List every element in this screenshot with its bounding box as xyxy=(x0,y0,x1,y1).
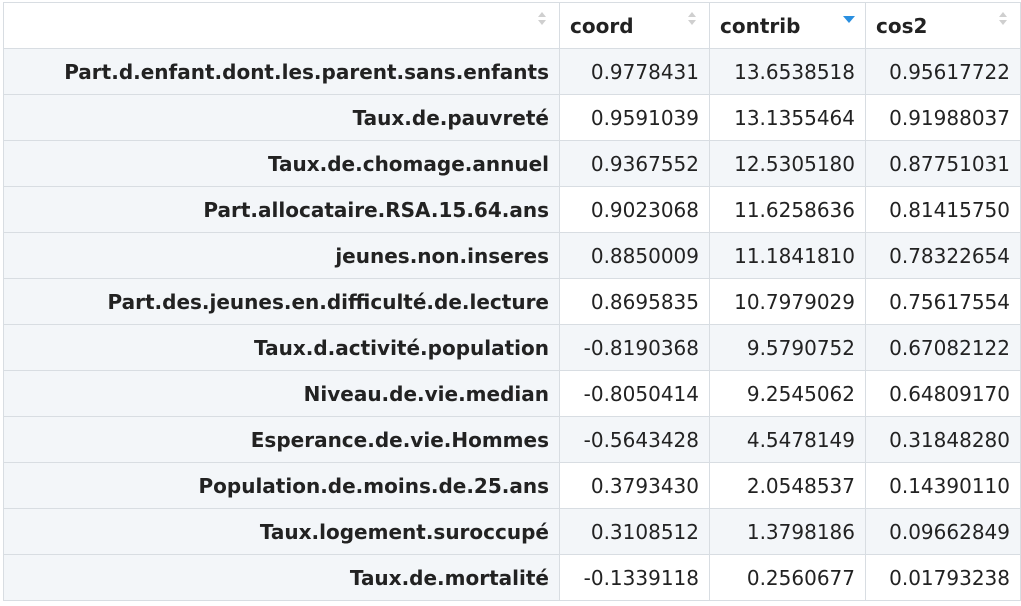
table-row: Taux.de.pauvreté 0.9591039 13.1355464 0.919… xyxy=(3,94,1021,141)
coord-cell: 0.3793430 xyxy=(559,462,710,509)
row-name-cell: Taux.de.mortalité xyxy=(3,554,560,601)
table-row: Population.de.moins.de.25.ans 0.3793430 2.… xyxy=(3,462,1021,509)
contrib-cell: 1.3798186 xyxy=(709,508,866,555)
contrib-cell: 10.7979029 xyxy=(709,278,866,325)
data-table: coord contrib cos2 Part.d.enfant.dont.le… xyxy=(3,2,1021,601)
contrib-cell: 2.0548537 xyxy=(709,462,866,509)
contrib-cell: 11.1841810 xyxy=(709,232,866,279)
coord-cell: 0.9023068 xyxy=(559,186,710,233)
cos2-cell: 0.75617554 xyxy=(865,278,1021,325)
contrib-cell: 4.5478149 xyxy=(709,416,866,463)
cos2-cell: 0.64809170 xyxy=(865,370,1021,417)
contrib-cell: 0.2560677 xyxy=(709,554,866,601)
row-name-cell: Population.de.moins.de.25.ans xyxy=(3,462,560,509)
table-row: Taux.de.chomage.annuel 0.9367552 12.530518… xyxy=(3,140,1021,187)
table-row: Niveau.de.vie.median -0.8050414 9.2545062 0… xyxy=(3,370,1021,417)
coord-cell: 0.8850009 xyxy=(559,232,710,279)
row-name-cell: Esperance.de.vie.Hommes xyxy=(3,416,560,463)
cos2-cell: 0.14390110 xyxy=(865,462,1021,509)
coord-cell: 0.8695835 xyxy=(559,278,710,325)
cos2-cell: 0.67082122 xyxy=(865,324,1021,371)
coord-cell: -0.5643428 xyxy=(559,416,710,463)
coord-cell: -0.1339118 xyxy=(559,554,710,601)
row-name-cell: Taux.de.chomage.annuel xyxy=(3,140,560,187)
cos2-cell: 0.81415750 xyxy=(865,186,1021,233)
contrib-cell: 9.5790752 xyxy=(709,324,866,371)
sort-both-icon xyxy=(537,11,547,27)
row-name-cell: Part.allocataire.RSA.15.64.ans xyxy=(3,186,560,233)
column-header-label: coord xyxy=(570,13,634,38)
cos2-cell: 0.01793238 xyxy=(865,554,1021,601)
contrib-cell: 13.1355464 xyxy=(709,94,866,141)
column-header-cos2[interactable]: cos2 xyxy=(865,2,1021,49)
contrib-cell: 12.5305180 xyxy=(709,140,866,187)
sort-both-icon xyxy=(998,11,1008,27)
table-header: coord contrib cos2 xyxy=(3,2,1021,49)
coord-cell: 0.9367552 xyxy=(559,140,710,187)
column-header-coord[interactable]: coord xyxy=(559,2,710,49)
row-name-cell: jeunes.non.inseres xyxy=(3,232,560,279)
row-name-cell: Taux.logement.suroccupé xyxy=(3,508,560,555)
coord-cell: 0.9591039 xyxy=(559,94,710,141)
coord-cell: -0.8050414 xyxy=(559,370,710,417)
column-header-contrib[interactable]: contrib xyxy=(709,2,866,49)
row-name-cell: Part.d.enfant.dont.les.parent.sans.enfan… xyxy=(3,48,560,95)
sort-descending-icon xyxy=(843,11,855,27)
row-name-cell: Taux.de.pauvreté xyxy=(3,94,560,141)
table-row: Part.d.enfant.dont.les.parent.sans.enfan… xyxy=(3,48,1021,95)
sort-both-icon xyxy=(687,11,697,27)
row-name-cell: Part.des.jeunes.en.difficulté.de.lecture xyxy=(3,278,560,325)
column-header-label: cos2 xyxy=(876,13,928,38)
header-row: coord contrib cos2 xyxy=(3,2,1021,49)
coord-cell: 0.3108512 xyxy=(559,508,710,555)
row-name-cell: Taux.d.activité.population xyxy=(3,324,560,371)
table-row: Part.des.jeunes.en.difficulté.de.lecture… xyxy=(3,278,1021,325)
cos2-cell: 0.78322654 xyxy=(865,232,1021,279)
coord-cell: -0.8190368 xyxy=(559,324,710,371)
contrib-cell: 9.2545062 xyxy=(709,370,866,417)
column-header-label: contrib xyxy=(720,13,801,38)
row-name-cell: Niveau.de.vie.median xyxy=(3,370,560,417)
contrib-cell: 13.6538518 xyxy=(709,48,866,95)
cos2-cell: 0.91988037 xyxy=(865,94,1021,141)
column-header-rownames[interactable] xyxy=(3,2,560,49)
cos2-cell: 0.09662849 xyxy=(865,508,1021,555)
table-row: Taux.logement.suroccupé 0.3108512 1.379818… xyxy=(3,508,1021,555)
table-row: Taux.d.activité.population -0.8190368 9.57… xyxy=(3,324,1021,371)
table-row: Part.allocataire.RSA.15.64.ans 0.9023068 1… xyxy=(3,186,1021,233)
table-row: Taux.de.mortalité -0.1339118 0.2560677 0.01… xyxy=(3,554,1021,601)
table-row: jeunes.non.inseres 0.8850009 11.1841810 0.7… xyxy=(3,232,1021,279)
coord-cell: 0.9778431 xyxy=(559,48,710,95)
cos2-cell: 0.87751031 xyxy=(865,140,1021,187)
cos2-cell: 0.95617722 xyxy=(865,48,1021,95)
table-row: Esperance.de.vie.Hommes -0.5643428 4.54781… xyxy=(3,416,1021,463)
cos2-cell: 0.31848280 xyxy=(865,416,1021,463)
contrib-cell: 11.6258636 xyxy=(709,186,866,233)
table-body: Part.d.enfant.dont.les.parent.sans.enfan… xyxy=(3,48,1021,601)
